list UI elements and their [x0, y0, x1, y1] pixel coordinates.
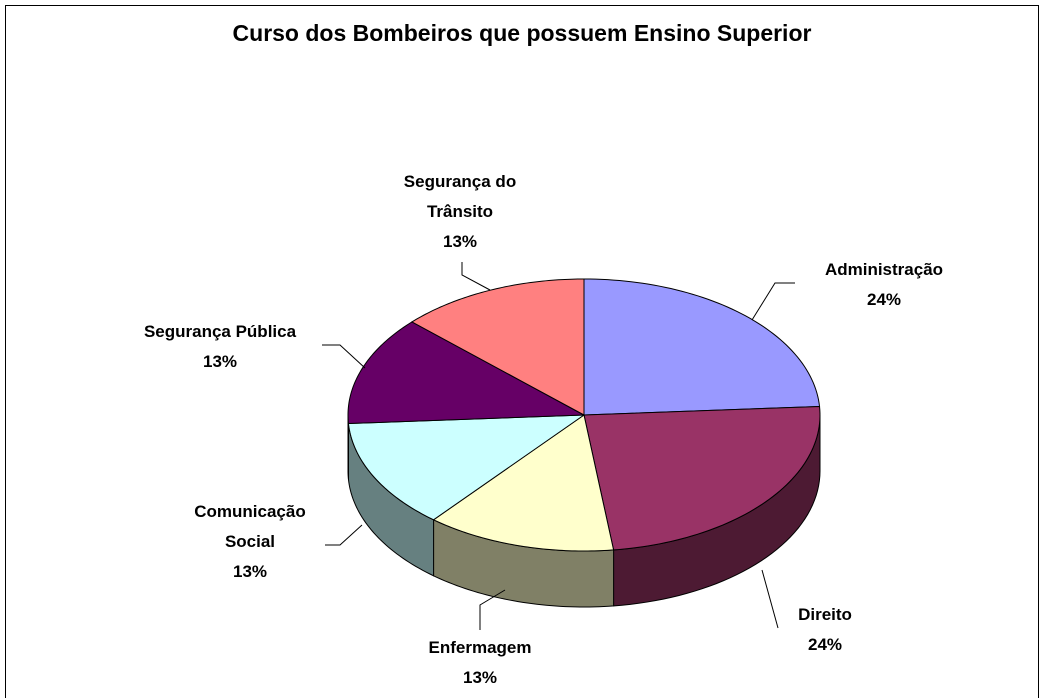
pie-slice	[347, 414, 586, 521]
leader-line	[761, 569, 779, 629]
pie-slice	[583, 405, 821, 551]
slice-value-label: 24%	[866, 290, 902, 309]
slice-label: Segurança do Trânsito 13%	[385, 167, 535, 257]
slice-value-label: 13%	[442, 232, 478, 251]
slice-name: Segurança do Trânsito	[403, 172, 517, 221]
slice-value-label: 13%	[462, 668, 498, 687]
slice-name: Administração	[824, 260, 944, 279]
slice-label: Direito 24%	[765, 600, 885, 660]
slice-name: Enfermagem	[428, 638, 532, 657]
pie-slice	[432, 414, 615, 552]
leader-line	[461, 262, 491, 291]
pie-slice	[347, 321, 586, 425]
slice-value-label: 13%	[202, 352, 238, 371]
slice-value-label: 13%	[232, 562, 268, 581]
slice-label: Comunicação Social 13%	[175, 497, 325, 587]
leader-line	[479, 589, 506, 630]
slice-value-label: 24%	[807, 635, 843, 654]
pie-slice	[410, 278, 585, 416]
slice-name: Direito	[798, 605, 852, 624]
slice-label: Enfermagem 13%	[400, 633, 560, 693]
leader-line	[322, 344, 366, 369]
chart-frame	[5, 5, 1039, 698]
slice-name: Segurança Pública	[143, 322, 297, 341]
slice-label: Administração 24%	[784, 255, 984, 315]
pie-slice	[583, 278, 821, 416]
leader-line	[325, 524, 363, 546]
leader-line	[751, 282, 795, 321]
chart-title: Curso dos Bombeiros que possuem Ensino S…	[232, 20, 812, 46]
slice-label: Segurança Pública 13%	[100, 317, 340, 377]
slice-name: Comunicação Social	[194, 502, 306, 551]
pie-tops	[347, 278, 821, 552]
